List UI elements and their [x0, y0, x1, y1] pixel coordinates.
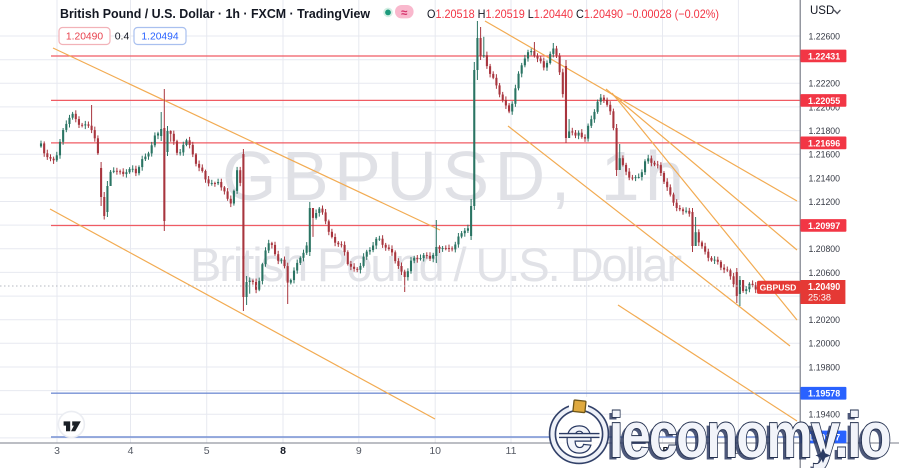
svg-text:1.21696: 1.21696	[808, 138, 840, 149]
svg-text:25:38: 25:38	[808, 293, 831, 303]
svg-text:5: 5	[204, 445, 210, 457]
svg-text:1.20000: 1.20000	[809, 338, 841, 349]
svg-text:1.19800: 1.19800	[809, 361, 841, 372]
svg-text:1.22431: 1.22431	[808, 52, 841, 63]
svg-text:1.19400: 1.19400	[809, 409, 841, 420]
svg-text:1.22000: 1.22000	[809, 101, 841, 112]
svg-text:USD: USD	[810, 5, 834, 17]
svg-text:1.19578: 1.19578	[808, 389, 841, 400]
svg-text:9: 9	[356, 445, 362, 457]
svg-text:1.20800: 1.20800	[809, 243, 841, 254]
svg-text:ieconomy.io: ieconomy.io	[606, 402, 887, 468]
svg-text:4: 4	[128, 445, 134, 457]
svg-text:GBPUSD, 1h: GBPUSD, 1h	[222, 137, 684, 215]
svg-text:16: 16	[733, 445, 745, 457]
svg-text:1.20997: 1.20997	[808, 221, 840, 232]
svg-text:ieconomy.io: ieconomy.io	[609, 399, 890, 468]
svg-text:1.20490: 1.20490	[66, 31, 103, 42]
svg-text:1.21600: 1.21600	[809, 149, 841, 160]
svg-text:British Pound / U.S. Dollar ·: British Pound / U.S. Dollar · 1h · FXCM …	[60, 6, 371, 21]
svg-text:1.20600: 1.20600	[809, 267, 841, 278]
svg-text:1.21800: 1.21800	[809, 125, 841, 136]
svg-text:1.21400: 1.21400	[809, 172, 841, 183]
svg-text:8: 8	[280, 445, 286, 457]
svg-text:1.22200: 1.22200	[809, 78, 841, 89]
svg-text:1.22055: 1.22055	[808, 96, 841, 107]
svg-text:15: 15	[657, 445, 669, 457]
svg-text:GBPUSD: GBPUSD	[760, 282, 797, 292]
svg-text:3: 3	[54, 445, 60, 457]
svg-text:1.21200: 1.21200	[809, 196, 841, 207]
svg-text:1.20494: 1.20494	[141, 31, 178, 42]
svg-text:≈: ≈	[401, 8, 408, 20]
svg-text:1.20490: 1.20490	[808, 282, 841, 293]
svg-text:1.19177: 1.19177	[808, 433, 840, 444]
svg-text:1.20200: 1.20200	[809, 314, 841, 325]
svg-text:10: 10	[429, 445, 441, 457]
svg-text:0.4: 0.4	[115, 30, 130, 42]
svg-text:O1.20518 H1.20519 L1.20440 C1.: O1.20518 H1.20519 L1.20440 C1.20490 −0.0…	[427, 7, 719, 21]
svg-text:1.22600: 1.22600	[809, 30, 841, 41]
svg-text:11: 11	[506, 445, 517, 457]
